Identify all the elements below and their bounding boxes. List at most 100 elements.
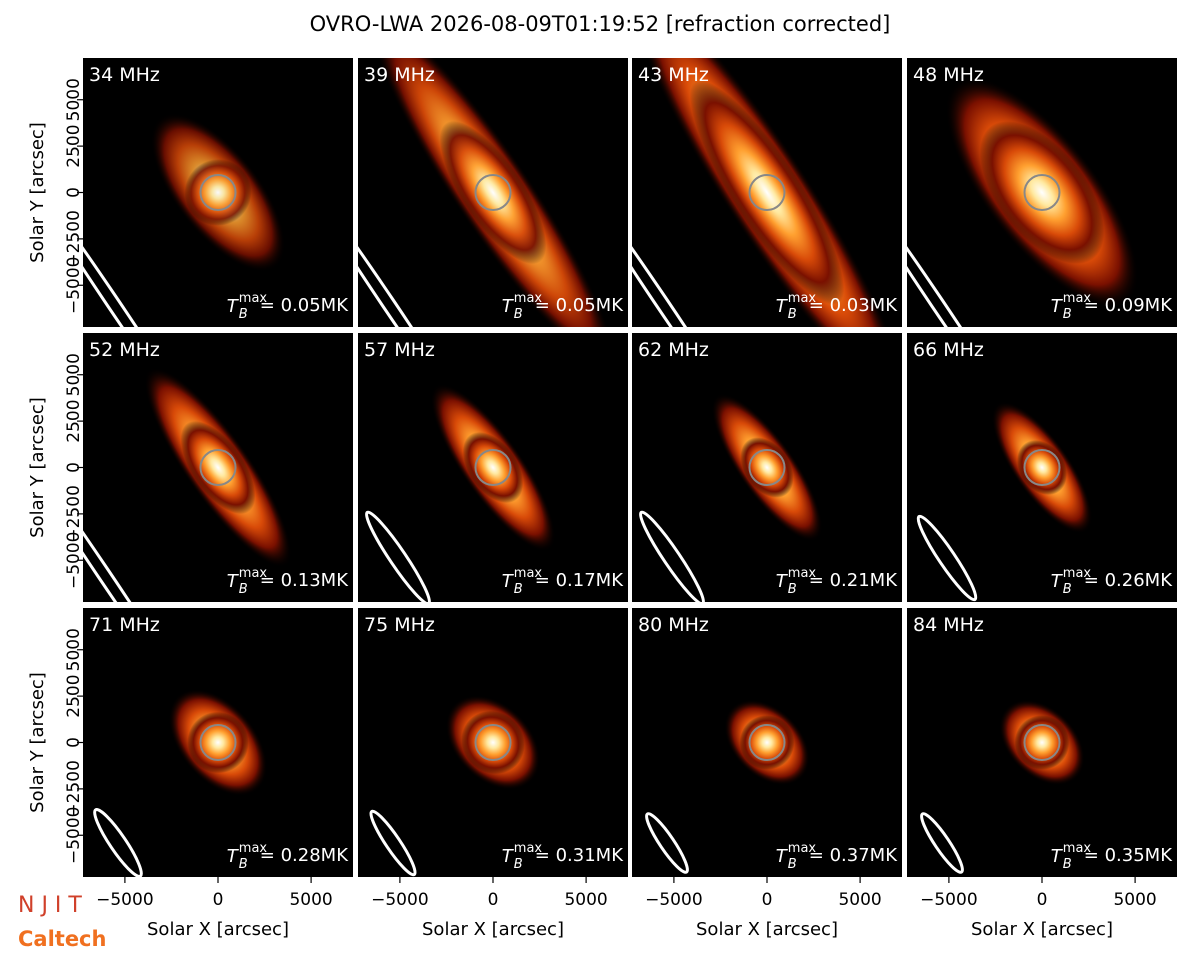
x-tick-label: −5000 xyxy=(920,890,978,910)
tb-max-sub: B xyxy=(1063,857,1072,872)
tb-max-sup: max xyxy=(788,566,817,581)
solar-disk xyxy=(474,449,512,486)
x-tick-label: 5000 xyxy=(1113,890,1156,910)
image xyxy=(83,333,353,602)
y-tick-label: −5000 xyxy=(64,807,84,865)
panel-title: 48 MHz xyxy=(913,64,984,86)
image xyxy=(907,58,1177,327)
y-tick-label: 5000 xyxy=(64,628,84,671)
emission-core xyxy=(1016,440,1068,495)
tb-max-sub: B xyxy=(514,582,523,597)
tb-max-value: = 0.09MK xyxy=(1084,295,1173,316)
solar-disk xyxy=(474,724,512,761)
panel-title: 43 MHz xyxy=(638,64,709,86)
image xyxy=(83,58,353,327)
image xyxy=(358,608,628,877)
x-tick-label: −5000 xyxy=(645,890,703,910)
beam xyxy=(93,808,143,877)
x-tick-label: 0 xyxy=(762,890,773,910)
tb-max-sup: max xyxy=(1063,841,1092,856)
x-tick-label: −5000 xyxy=(96,890,154,910)
tb-max-sub: B xyxy=(788,582,797,597)
x-axis-label: Solar X [arcsec] xyxy=(696,919,838,940)
tb-max-sup: max xyxy=(514,566,543,581)
y-axis-label: Solar Y [arcsec] xyxy=(27,672,48,813)
beam xyxy=(907,177,1023,327)
y-tick-label: −5000 xyxy=(64,532,84,590)
tb-max-sup: max xyxy=(788,841,817,856)
x-tick-label: 5000 xyxy=(289,890,332,910)
solar-disk xyxy=(1023,724,1061,761)
emission-core xyxy=(689,80,845,305)
tb-max-symbol: T xyxy=(776,571,789,592)
tb-max-value: = 0.03MK xyxy=(809,295,898,316)
beam xyxy=(645,812,689,874)
emission-core xyxy=(739,715,795,770)
y-tick-label: 0 xyxy=(64,737,84,748)
tb-max-value: = 0.13MK xyxy=(260,570,349,591)
image xyxy=(632,608,902,877)
tb-max-symbol: T xyxy=(227,296,240,317)
y-tick-label: 5000 xyxy=(64,353,84,396)
solar-disk xyxy=(199,174,237,211)
tb-max-sub: B xyxy=(239,307,248,322)
y-tick-label: 0 xyxy=(64,462,84,473)
tb-max-sup: max xyxy=(239,291,268,306)
x-tick-label: 0 xyxy=(1037,890,1048,910)
solar-disk xyxy=(199,724,237,761)
beam xyxy=(639,510,705,602)
panel-title: 84 MHz xyxy=(913,614,984,636)
y-tick-label: −2500 xyxy=(64,485,84,543)
tb-max-sub: B xyxy=(514,857,523,872)
emission-core xyxy=(979,120,1105,265)
solar-disk xyxy=(748,724,786,761)
emission-core xyxy=(187,711,249,774)
tb-max-value: = 0.37MK xyxy=(809,845,898,866)
solar-disk xyxy=(1023,174,1061,211)
panel-title: 34 MHz xyxy=(89,64,160,86)
tb-max-symbol: T xyxy=(1051,296,1064,317)
tb-max-value: = 0.31MK xyxy=(535,845,624,866)
x-tick-label: 0 xyxy=(213,890,224,910)
logo-caltech: Caltech xyxy=(18,927,106,951)
tb-max-sub: B xyxy=(1063,307,1072,322)
y-tick-label: 5000 xyxy=(64,78,84,121)
tb-max-symbol: T xyxy=(502,296,515,317)
panel-title: 71 MHz xyxy=(89,614,160,636)
image xyxy=(632,333,902,602)
image xyxy=(907,333,1177,602)
x-axis-label: Solar X [arcsec] xyxy=(971,919,1113,940)
beam xyxy=(358,177,474,327)
y-tick-label: 0 xyxy=(64,187,84,198)
tb-max-symbol: T xyxy=(502,846,515,867)
image xyxy=(358,58,628,327)
tb-max-sup: max xyxy=(239,841,268,856)
tb-max-value: = 0.05MK xyxy=(260,295,349,316)
panel-title: 66 MHz xyxy=(913,339,984,361)
y-tick-label: 2500 xyxy=(64,399,84,442)
panel-title: 80 MHz xyxy=(638,614,709,636)
y-tick-label: −5000 xyxy=(64,257,84,315)
panel-title: 39 MHz xyxy=(364,64,435,86)
solar-disk xyxy=(199,449,237,486)
tb-max-value: = 0.05MK xyxy=(535,295,624,316)
figure-title: OVRO-LWA 2026-08-09T01:19:52 [refraction… xyxy=(310,12,891,36)
beam xyxy=(369,809,417,877)
logo-njit: N J I T xyxy=(18,893,82,918)
beam xyxy=(632,177,748,327)
solar-disk xyxy=(748,449,786,486)
beam xyxy=(83,434,197,602)
tb-max-sub: B xyxy=(514,307,523,322)
panel-title: 52 MHz xyxy=(89,339,160,361)
beam xyxy=(365,510,431,602)
beam xyxy=(920,812,964,874)
y-tick-label: 2500 xyxy=(64,124,84,167)
y-axis-label: Solar Y [arcsec] xyxy=(27,397,48,538)
